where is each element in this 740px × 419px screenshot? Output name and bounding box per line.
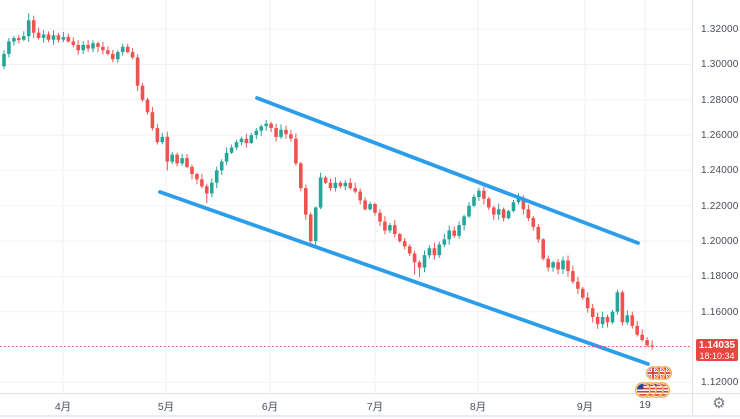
price-axis-label: 1.22000 bbox=[701, 201, 739, 212]
price-axis-label: 1.12000 bbox=[701, 377, 739, 388]
price-axis-label: 1.16000 bbox=[701, 307, 739, 318]
price-axis-label: 1.26000 bbox=[701, 130, 739, 141]
current-price-value: 1.14035 bbox=[698, 340, 736, 351]
time-axis-label: 9月 bbox=[576, 401, 594, 413]
price-axis-label: 1.20000 bbox=[701, 236, 739, 247]
time-axis-label: 5月 bbox=[157, 401, 175, 413]
trendline-channel-upper[interactable] bbox=[255, 96, 640, 245]
time-axis-label: 4月 bbox=[54, 401, 72, 413]
time-axis-label: 7月 bbox=[366, 401, 384, 413]
time-axis-label: 8月 bbox=[469, 401, 487, 413]
price-axis-label: 1.30000 bbox=[701, 59, 739, 70]
trendline-channel-lower[interactable] bbox=[158, 190, 650, 366]
time-axis-border bbox=[0, 393, 740, 394]
price-axis-label: 1.18000 bbox=[701, 271, 739, 282]
current-price-tag: 1.14035 18:10:34 bbox=[696, 339, 738, 361]
price-axis-label: 1.32000 bbox=[701, 24, 739, 35]
grid-layer bbox=[0, 0, 692, 393]
price-axis-label: 1.24000 bbox=[701, 165, 739, 176]
settings-gear-icon[interactable]: ⚙ bbox=[712, 395, 726, 412]
bar-countdown: 18:10:34 bbox=[699, 351, 735, 361]
bottom-edge bbox=[0, 415, 740, 417]
candles-layer bbox=[2, 13, 654, 350]
time-axis-label: 19 bbox=[639, 399, 651, 411]
price-axis-border bbox=[692, 0, 693, 415]
flag-sticker-gb-icon[interactable] bbox=[646, 366, 660, 385]
flag-sticker-us-icon[interactable] bbox=[635, 382, 651, 403]
price-axis-label: 1.28000 bbox=[701, 95, 739, 106]
time-axis-label: 6月 bbox=[261, 401, 279, 413]
